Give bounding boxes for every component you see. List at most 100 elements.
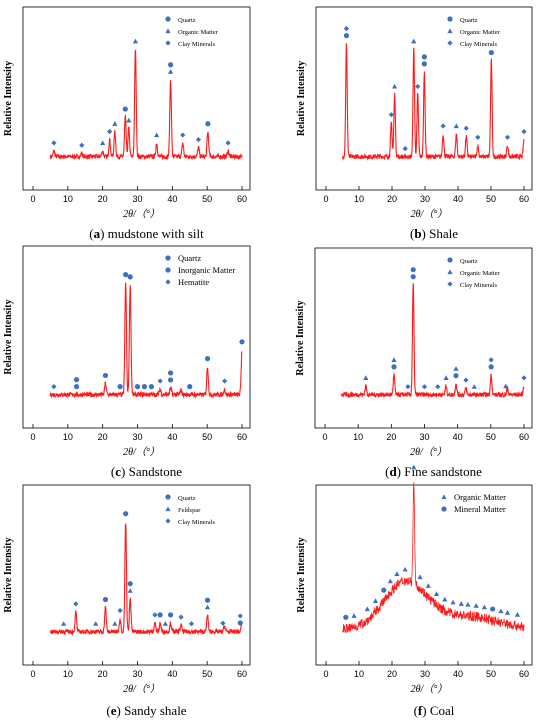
legend-label: Mineral Matter <box>454 504 506 514</box>
caption-letter: f <box>418 703 423 718</box>
x-tick-label: 40 <box>453 669 463 679</box>
peak-marker-triangle <box>453 366 459 371</box>
x-tick-label: 50 <box>486 194 496 204</box>
y-axis-label: Relative Intensity <box>296 61 307 136</box>
peak-marker-diamond <box>225 140 231 146</box>
x-tick-label: 50 <box>202 669 212 679</box>
peak-marker-triangle <box>471 384 477 389</box>
peak-marker-dot <box>421 61 427 67</box>
peak-marker-dot <box>102 596 109 603</box>
legend-label: Quartz <box>460 17 478 24</box>
peak-marker-triangle <box>450 599 456 605</box>
x-tick-label: 30 <box>132 669 142 679</box>
peak-marker-triangle <box>402 566 408 572</box>
peak-marker-triangle <box>112 121 118 126</box>
x-tick-label: 60 <box>519 669 529 679</box>
x-tick-label: 50 <box>486 432 496 442</box>
legend-marker-dot <box>165 494 171 500</box>
peak-marker-diamond <box>157 378 163 384</box>
xrd-panel-d: 0 10 20 30 40 50 60 Relative Intensity 2θ/（°） Qua… <box>295 247 533 479</box>
caption-text: ) Shale <box>422 226 459 241</box>
peak-marker-triangle <box>458 601 464 606</box>
peak-marker-triangle <box>481 604 487 610</box>
legend-label: Quartz <box>178 495 196 502</box>
peak-marker-triangle <box>204 604 211 610</box>
panel-caption: (a) mudstone with silt <box>89 226 204 241</box>
peak-marker-diamond <box>221 378 228 384</box>
caption-text: ) Fine sandstone <box>397 464 482 479</box>
legend-marker-diamond <box>447 40 453 46</box>
x-tick-label: 10 <box>354 194 364 204</box>
legend-label: Hematite <box>178 277 209 287</box>
panel-caption: (f) Coal <box>414 703 455 718</box>
peak-marker-triangle <box>132 38 139 44</box>
x-tick-label: 30 <box>132 194 142 204</box>
legend-marker-diamond <box>165 279 171 285</box>
plot-frame <box>22 484 251 666</box>
xrd-panel-e: 0 10 20 30 40 50 60 Relative Intensity 2θ/（°） Qua… <box>3 484 251 718</box>
peak-marker-dot <box>167 612 174 618</box>
peak-marker-dot <box>410 267 416 273</box>
peak-marker-diamond <box>463 125 469 131</box>
x-tick-label: 0 <box>323 194 328 204</box>
peak-marker-triangle <box>127 588 133 593</box>
peak-marker-triangle <box>167 69 174 74</box>
x-tick-label: 0 <box>322 432 327 442</box>
peak-marker-diamond <box>188 621 195 627</box>
peak-marker-diamond <box>79 142 85 148</box>
peak-marker-triangle <box>162 621 168 626</box>
peak-marker-dot <box>343 614 349 620</box>
peak-marker-triangle <box>503 383 509 389</box>
x-tick-label: 20 <box>98 669 108 679</box>
panel-caption: (b) Shale <box>410 226 458 241</box>
legend-marker-triangle <box>165 28 171 34</box>
peak-marker-dot <box>127 581 133 587</box>
peak-marker-triangle <box>100 140 106 146</box>
x-tick-label: 10 <box>63 669 73 679</box>
peak-marker-dot <box>488 364 494 370</box>
x-tick-label: 20 <box>98 432 108 442</box>
x-tick-label: 0 <box>30 194 35 204</box>
legend-marker-diamond <box>447 281 453 287</box>
legend-label: Feldspar <box>178 507 201 514</box>
x-axis-label: 2θ/（°） <box>123 208 160 220</box>
xrd-panel-a: 0 10 20 30 40 50 60 Relative Intensity 2θ/（°） Qua… <box>3 6 251 241</box>
x-tick-label: 30 <box>132 432 142 442</box>
panel-caption: (c) Sandstone <box>111 464 182 479</box>
x-tick-label: 60 <box>237 432 247 442</box>
legend-marker-dot <box>441 506 447 512</box>
peak-marker-diamond <box>178 614 184 620</box>
peak-marker-dot <box>157 612 163 618</box>
legend-label: Quartz <box>460 258 478 265</box>
xrd-trace <box>341 43 525 161</box>
peak-marker-triangle <box>453 123 459 129</box>
peak-marker-triangle <box>93 621 99 626</box>
legend-label: Quartz <box>178 17 196 24</box>
peak-marker-diamond <box>107 129 113 135</box>
legend-marker-triangle <box>165 506 171 512</box>
peak-marker-dot <box>421 54 427 60</box>
peak-marker-diamond <box>51 140 57 146</box>
xrd-trace <box>49 523 243 636</box>
peak-marker-dot <box>73 384 80 390</box>
caption-paren: ( <box>385 464 389 479</box>
caption-text: ) Sandstone <box>121 464 182 479</box>
peak-marker-triangle <box>504 610 511 615</box>
peak-marker-dot <box>490 606 496 612</box>
peak-marker-triangle <box>514 612 520 617</box>
peak-marker-dot <box>187 384 193 390</box>
x-tick-label: 50 <box>486 669 496 679</box>
xrd-panel-f: 0 10 20 30 40 50 60 Relative Intensity 2θ/（°） Org… <box>296 464 533 718</box>
xrd-trace <box>49 282 243 399</box>
xrd-panel-b: 0 10 20 30 40 50 60 Relative Intensity 2θ/（°） Qua… <box>296 6 533 241</box>
peak-marker-dot <box>117 384 123 390</box>
legend-label: Organic Matter <box>460 29 501 36</box>
peak-marker-diamond <box>180 132 186 138</box>
peak-marker-diamond <box>237 613 243 619</box>
peak-marker-diamond <box>504 134 511 140</box>
x-tick-label: 60 <box>237 669 247 679</box>
peak-marker-dot <box>134 384 141 390</box>
peak-marker-triangle <box>351 613 357 618</box>
xrd-trace <box>341 283 525 399</box>
